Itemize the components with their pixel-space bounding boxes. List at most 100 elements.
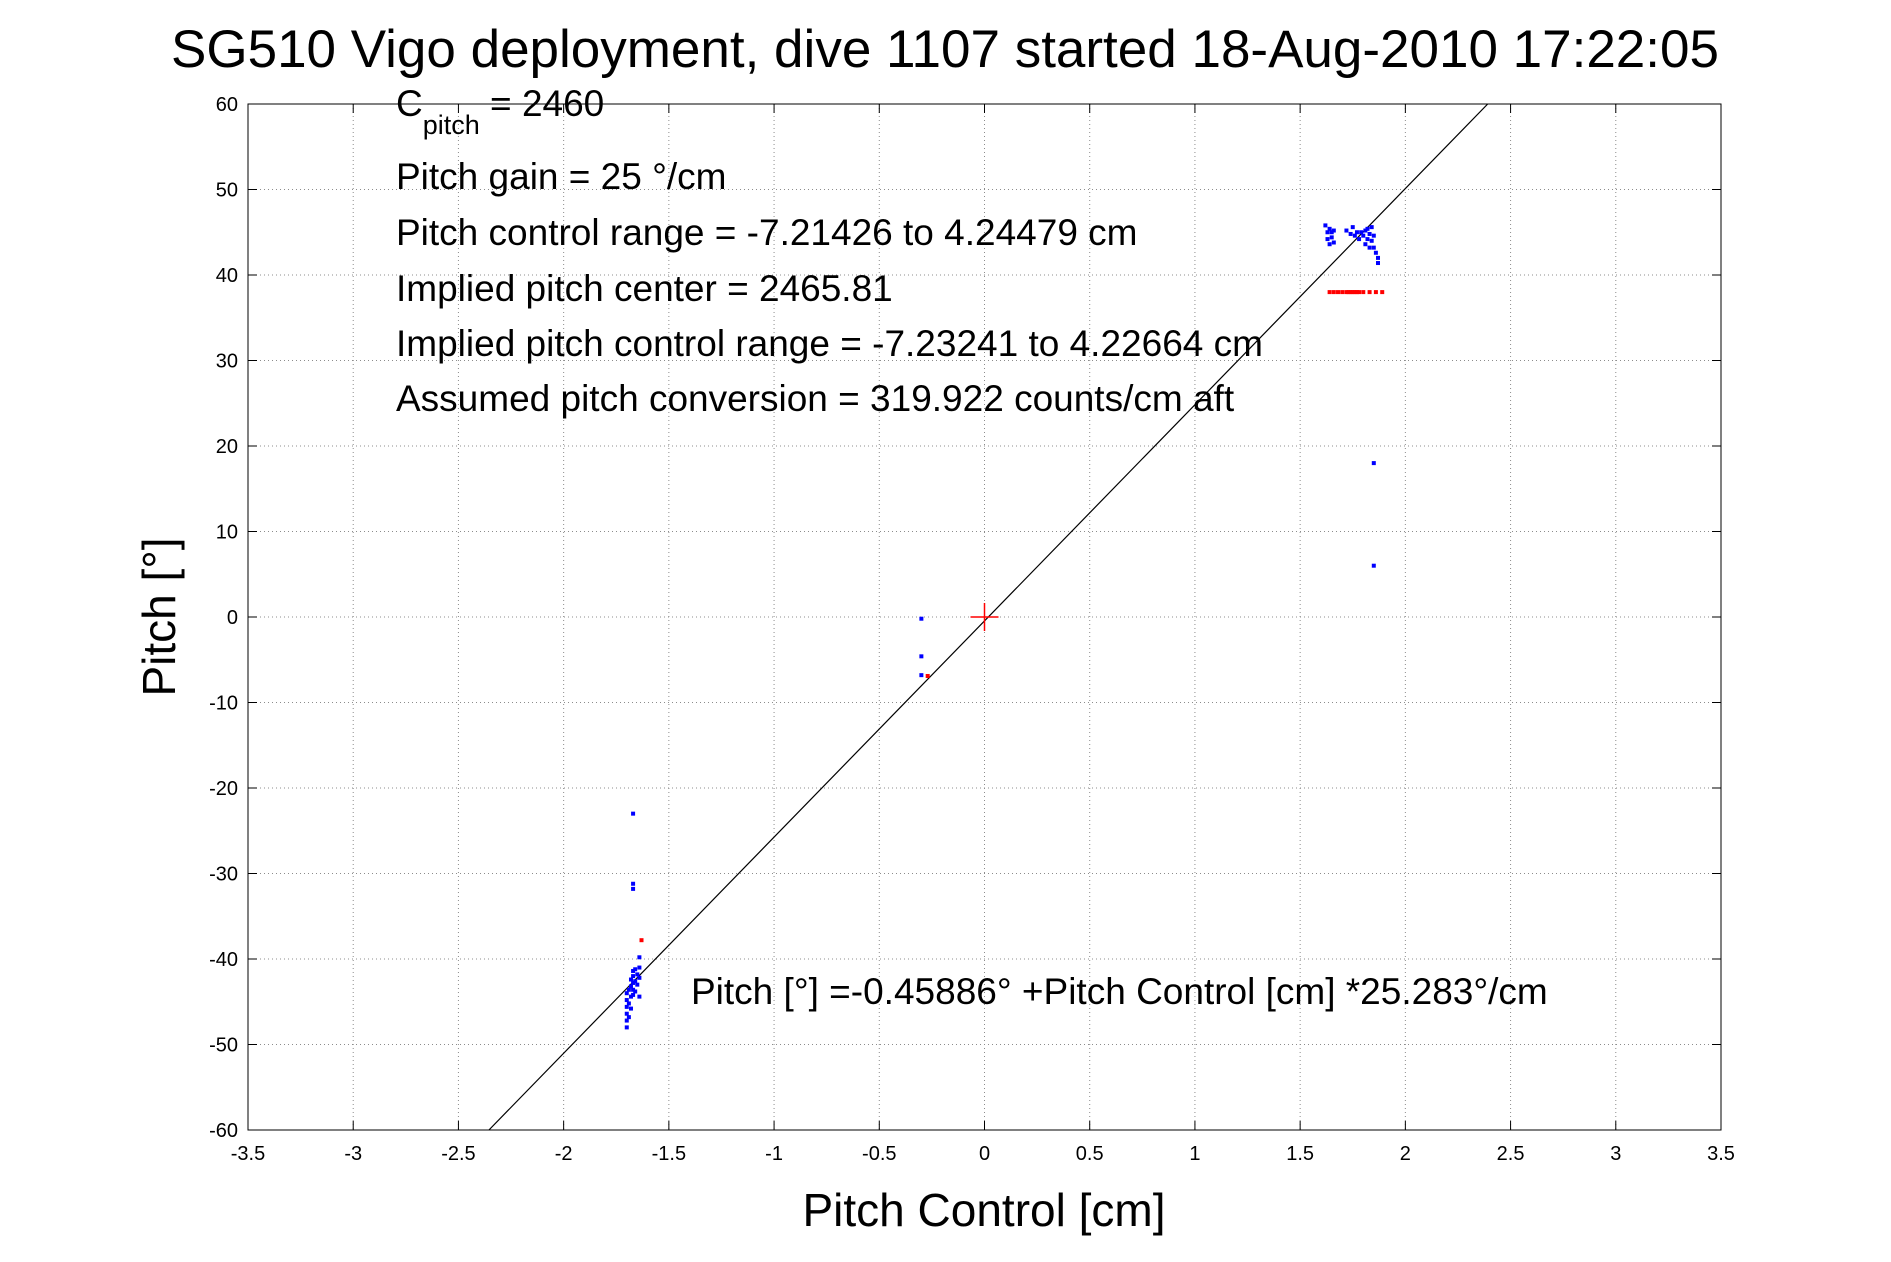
observed-point bbox=[1371, 461, 1376, 466]
fit-point bbox=[1380, 290, 1385, 295]
y-tick-label: -10 bbox=[209, 693, 238, 715]
observed-point bbox=[1369, 225, 1374, 230]
y-tick-label: 40 bbox=[216, 265, 238, 287]
fit-point bbox=[1352, 290, 1357, 295]
observed-point bbox=[1359, 230, 1364, 235]
x-tick-label: -1.5 bbox=[652, 1143, 686, 1165]
observed-point bbox=[624, 998, 629, 1003]
x-tick-label: -0.5 bbox=[862, 1143, 896, 1165]
fit-point bbox=[1350, 290, 1355, 295]
fit-point bbox=[1348, 290, 1353, 295]
fit-point bbox=[1327, 290, 1332, 295]
observed-point bbox=[1365, 237, 1370, 242]
x-tick-labels: -3.5 -3 -2.5 -2 -1.5 -1 -0.5 0 0.5 1 1.5 2 2.5 3 3.5 bbox=[231, 1143, 1735, 1165]
x-tick-label: -2 bbox=[555, 1143, 573, 1165]
x-tick-label: -3.5 bbox=[231, 1143, 265, 1165]
observed-point bbox=[1354, 230, 1359, 235]
observed-point bbox=[1371, 245, 1376, 250]
y-tick-label: -20 bbox=[209, 778, 238, 800]
observed-point bbox=[1376, 255, 1381, 260]
observed-point bbox=[1367, 245, 1372, 250]
observed-point bbox=[1367, 231, 1372, 236]
observed-point bbox=[631, 992, 636, 997]
annotation-c-pitch-main: C bbox=[396, 83, 423, 124]
observed-point bbox=[1365, 226, 1370, 231]
observed-point bbox=[1369, 238, 1374, 243]
y-tick-label: -50 bbox=[209, 1035, 238, 1057]
annotation-implied-range: Implied pitch control range = -7.23241 t… bbox=[396, 323, 1263, 364]
observed-point bbox=[1327, 226, 1332, 231]
annotation-gain: Pitch gain = 25 °/cm bbox=[396, 156, 727, 197]
observed-point bbox=[633, 979, 638, 984]
observed-point bbox=[628, 977, 633, 982]
observed-point bbox=[637, 965, 642, 970]
annotation-c-pitch-value: = 2460 bbox=[480, 83, 604, 124]
observed-point bbox=[1357, 237, 1362, 242]
observed-point bbox=[624, 1004, 629, 1009]
observed-point bbox=[631, 987, 636, 992]
x-axis-label: Pitch Control [cm] bbox=[803, 1184, 1166, 1236]
x-tick-label: 3 bbox=[1610, 1143, 1621, 1165]
observed-point bbox=[635, 982, 640, 987]
observed-point bbox=[624, 991, 629, 996]
x-tick-label: 0 bbox=[979, 1143, 990, 1165]
observed-point bbox=[624, 1025, 629, 1030]
fit-point bbox=[1346, 290, 1351, 295]
x-tick-label: 0.5 bbox=[1076, 1143, 1104, 1165]
observed-point bbox=[1325, 237, 1330, 242]
y-tick-label: 60 bbox=[216, 94, 238, 116]
observed-point bbox=[631, 974, 636, 979]
y-tick-label: 0 bbox=[227, 607, 238, 629]
axis-ticks bbox=[247, 103, 1722, 1131]
observed-point bbox=[635, 972, 640, 977]
observed-point bbox=[1350, 225, 1355, 230]
observed-point bbox=[628, 994, 633, 999]
fit-point bbox=[1373, 290, 1378, 295]
y-tick-label: 10 bbox=[216, 522, 238, 544]
observed-point bbox=[631, 886, 636, 891]
observed-point bbox=[1371, 233, 1376, 238]
y-tick-label: -40 bbox=[209, 949, 238, 971]
fit-point bbox=[1336, 290, 1341, 295]
observed-point bbox=[919, 654, 924, 659]
fit-point bbox=[1340, 290, 1345, 295]
observed-point bbox=[1344, 228, 1349, 233]
observed-point bbox=[1329, 230, 1334, 235]
fit-point bbox=[1344, 290, 1349, 295]
observed-point bbox=[1331, 228, 1336, 233]
observed-point bbox=[1363, 228, 1368, 233]
y-axis-label: Pitch [°] bbox=[133, 537, 185, 696]
observed-point bbox=[1363, 242, 1368, 247]
observed-point bbox=[637, 975, 642, 980]
observed-point bbox=[628, 1006, 633, 1011]
observed-point bbox=[624, 1018, 629, 1023]
center-marker-layer bbox=[970, 603, 999, 631]
observed-point bbox=[919, 616, 924, 621]
y-tick-label: -30 bbox=[209, 864, 238, 886]
observed-point bbox=[631, 968, 636, 973]
observed-point bbox=[1327, 242, 1332, 247]
observed-point bbox=[1331, 240, 1336, 245]
x-tick-label: -2.5 bbox=[441, 1143, 475, 1165]
x-tick-label: 3.5 bbox=[1707, 1143, 1735, 1165]
observed-point bbox=[626, 1001, 631, 1006]
observed-point bbox=[631, 980, 636, 985]
observed-point bbox=[628, 984, 633, 989]
x-tick-label: -1 bbox=[765, 1143, 783, 1165]
plot-area bbox=[247, 103, 1722, 1131]
x-tick-label: 1.5 bbox=[1286, 1143, 1314, 1165]
observed-point bbox=[631, 881, 636, 886]
observed-point bbox=[1325, 230, 1330, 235]
y-tick-label: 20 bbox=[216, 436, 238, 458]
observed-point bbox=[637, 994, 642, 999]
x-tick-label: 2.5 bbox=[1497, 1143, 1525, 1165]
fit-point bbox=[639, 938, 644, 943]
observed-point bbox=[631, 811, 636, 816]
y-tick-label: 30 bbox=[216, 351, 238, 373]
observed-point bbox=[626, 987, 631, 992]
observed-point bbox=[637, 955, 642, 960]
observed-point bbox=[624, 1011, 629, 1016]
x-tick-label: 2 bbox=[1400, 1143, 1411, 1165]
observed-point bbox=[1352, 233, 1357, 238]
